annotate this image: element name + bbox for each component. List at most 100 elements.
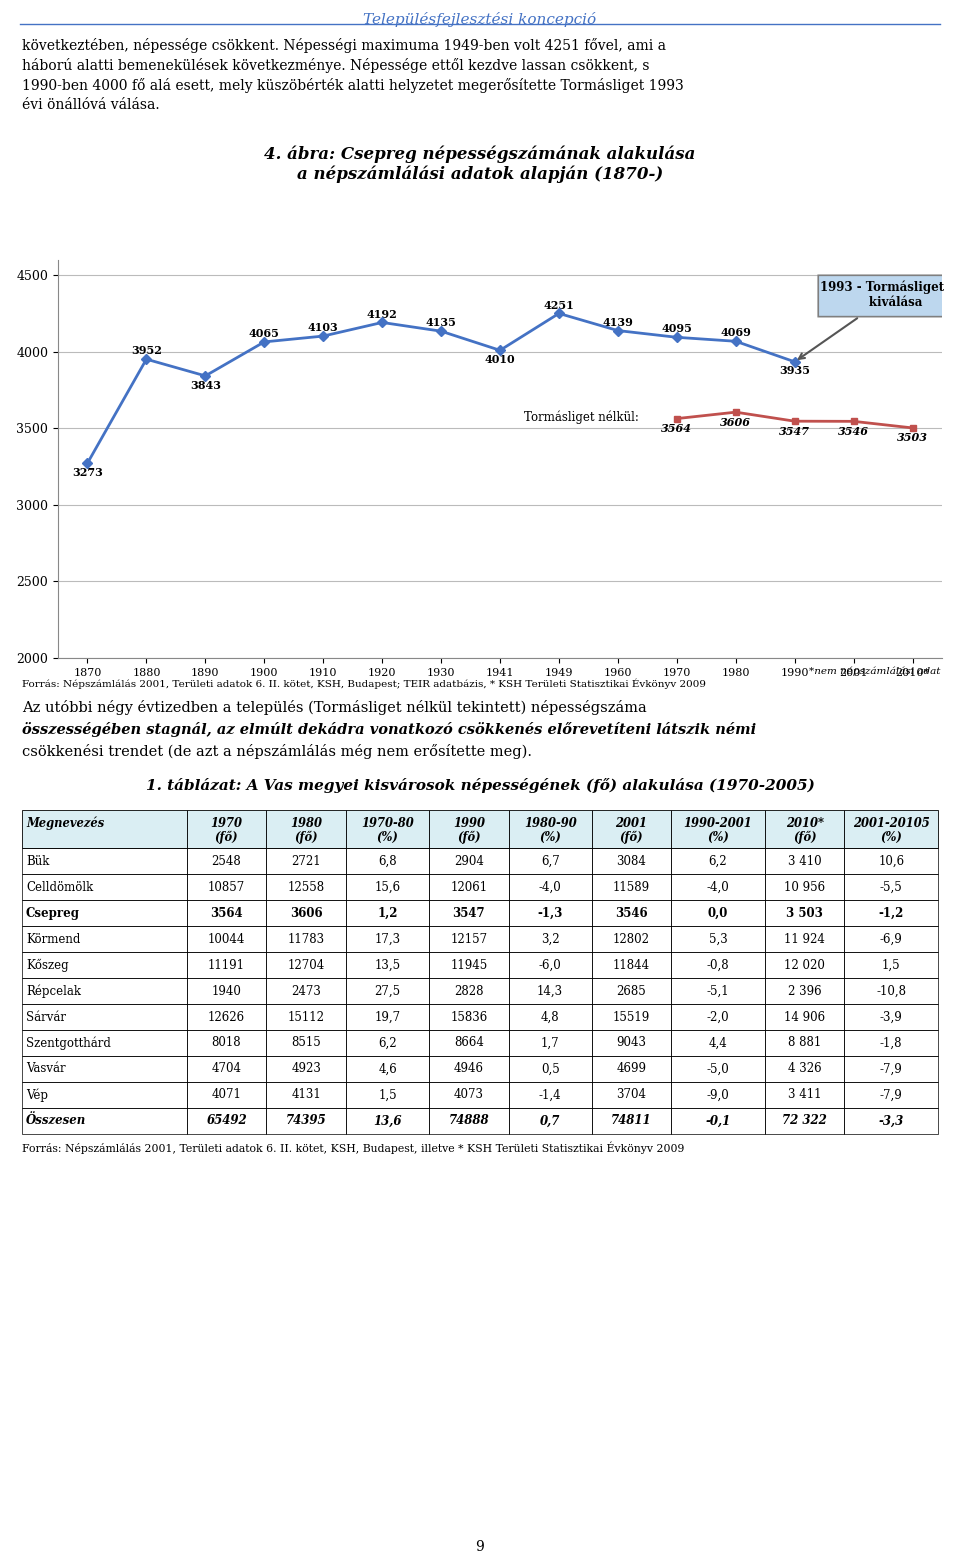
Bar — [765, 978, 845, 1004]
Bar — [267, 1056, 347, 1082]
Bar — [429, 978, 509, 1004]
Bar — [509, 926, 591, 951]
Text: 13,5: 13,5 — [374, 959, 400, 972]
Bar — [845, 951, 938, 978]
Text: -4,0: -4,0 — [707, 881, 730, 894]
Bar — [347, 900, 429, 926]
Text: 3 503: 3 503 — [786, 906, 823, 920]
Text: 1,5: 1,5 — [882, 959, 900, 972]
Text: 2 396: 2 396 — [788, 984, 822, 998]
Text: 1940: 1940 — [211, 984, 242, 998]
Bar — [22, 951, 186, 978]
Text: 9043: 9043 — [616, 1037, 646, 1049]
Text: 72 322: 72 322 — [782, 1115, 827, 1127]
Bar — [347, 1109, 429, 1133]
Bar — [347, 810, 429, 849]
Bar — [845, 873, 938, 900]
Text: 11783: 11783 — [288, 933, 324, 945]
Bar — [845, 978, 938, 1004]
Text: -2,0: -2,0 — [707, 1010, 730, 1023]
Bar — [22, 810, 186, 849]
Text: összességében stagnál, az elmúlt dekádra vonatkozó csökkenés előrevetíteni látsz: összességében stagnál, az elmúlt dekádra… — [22, 722, 756, 736]
Text: Tormásliget nélkül:: Tormásliget nélkül: — [523, 409, 638, 424]
Text: -6,9: -6,9 — [880, 933, 902, 945]
Bar — [845, 1082, 938, 1109]
Text: 6,2: 6,2 — [708, 855, 728, 867]
Text: -4,0: -4,0 — [539, 881, 562, 894]
Bar — [509, 1031, 591, 1056]
Bar — [591, 1056, 671, 1082]
Text: (%): (%) — [376, 831, 398, 844]
Text: 3564: 3564 — [210, 906, 243, 920]
Text: -6,0: -6,0 — [539, 959, 562, 972]
Text: 19,7: 19,7 — [374, 1010, 400, 1023]
Text: (fő): (fő) — [215, 831, 238, 844]
Bar — [845, 926, 938, 951]
Text: 1,7: 1,7 — [540, 1037, 560, 1049]
Text: 4704: 4704 — [211, 1062, 242, 1076]
Bar — [22, 1109, 186, 1133]
Text: 4073: 4073 — [454, 1088, 484, 1101]
Bar — [186, 1004, 267, 1031]
Text: (%): (%) — [540, 831, 561, 844]
Text: 4. ábra: Csepreg népességszámának alakulása: 4. ábra: Csepreg népességszámának alakul… — [264, 145, 696, 162]
Text: 3503: 3503 — [897, 433, 928, 444]
Text: 15112: 15112 — [288, 1010, 324, 1023]
Text: következtében, népessége csökkent. Népességi maximuma 1949-ben volt 4251 fővel, : következtében, népessége csökkent. Népes… — [22, 37, 666, 53]
Bar — [765, 926, 845, 951]
Text: 11 924: 11 924 — [784, 933, 825, 945]
Text: 4071: 4071 — [211, 1088, 242, 1101]
Bar — [509, 810, 591, 849]
Bar — [591, 1082, 671, 1109]
Bar — [845, 1109, 938, 1133]
Text: 2001-20105: 2001-20105 — [852, 817, 929, 830]
Text: 4,6: 4,6 — [378, 1062, 396, 1076]
Bar — [267, 900, 347, 926]
Bar — [591, 1109, 671, 1133]
Text: 9: 9 — [475, 1540, 485, 1554]
Text: 1970-80: 1970-80 — [361, 817, 414, 830]
Text: 3546: 3546 — [838, 425, 869, 438]
Text: 3 411: 3 411 — [788, 1088, 822, 1101]
Bar — [347, 978, 429, 1004]
Bar — [671, 1004, 765, 1031]
Text: 6,2: 6,2 — [378, 1037, 396, 1049]
Text: Összesen: Összesen — [26, 1115, 86, 1127]
Text: 3547: 3547 — [780, 425, 810, 436]
Bar — [591, 900, 671, 926]
Text: Körmend: Körmend — [26, 933, 81, 945]
Bar — [509, 849, 591, 873]
Bar — [591, 810, 671, 849]
Text: 3843: 3843 — [190, 380, 221, 391]
Text: 3564: 3564 — [661, 424, 692, 434]
Text: 4251: 4251 — [543, 299, 574, 310]
Text: 1. táblázat: A Vas megyei kisvárosok népességének (fő) alakulása (1970-2005): 1. táblázat: A Vas megyei kisvárosok nép… — [146, 778, 814, 793]
Bar — [765, 849, 845, 873]
Text: 17,3: 17,3 — [374, 933, 400, 945]
Bar — [267, 1082, 347, 1109]
Text: 2548: 2548 — [212, 855, 241, 867]
Text: háború alatti bemenekülések következménye. Népessége ettől kezdve lassan csökken: háború alatti bemenekülések következmény… — [22, 58, 650, 73]
Bar — [509, 1082, 591, 1109]
Text: 8018: 8018 — [212, 1037, 241, 1049]
Bar — [347, 1082, 429, 1109]
Bar — [347, 1031, 429, 1056]
Text: 12626: 12626 — [208, 1010, 245, 1023]
Text: -1,3: -1,3 — [538, 906, 563, 920]
Bar — [671, 900, 765, 926]
Bar — [22, 849, 186, 873]
Bar — [509, 951, 591, 978]
Text: 11844: 11844 — [612, 959, 650, 972]
Text: -7,9: -7,9 — [880, 1062, 902, 1076]
Text: -5,1: -5,1 — [707, 984, 730, 998]
Text: 1990-2001: 1990-2001 — [684, 817, 753, 830]
Text: Szentgotthárd: Szentgotthárd — [26, 1037, 110, 1049]
Text: 15836: 15836 — [450, 1010, 488, 1023]
Bar — [429, 1082, 509, 1109]
Bar — [429, 1031, 509, 1056]
Text: 1,2: 1,2 — [377, 906, 397, 920]
Bar — [765, 1109, 845, 1133]
Bar — [267, 978, 347, 1004]
Bar — [186, 849, 267, 873]
Text: 2828: 2828 — [454, 984, 484, 998]
